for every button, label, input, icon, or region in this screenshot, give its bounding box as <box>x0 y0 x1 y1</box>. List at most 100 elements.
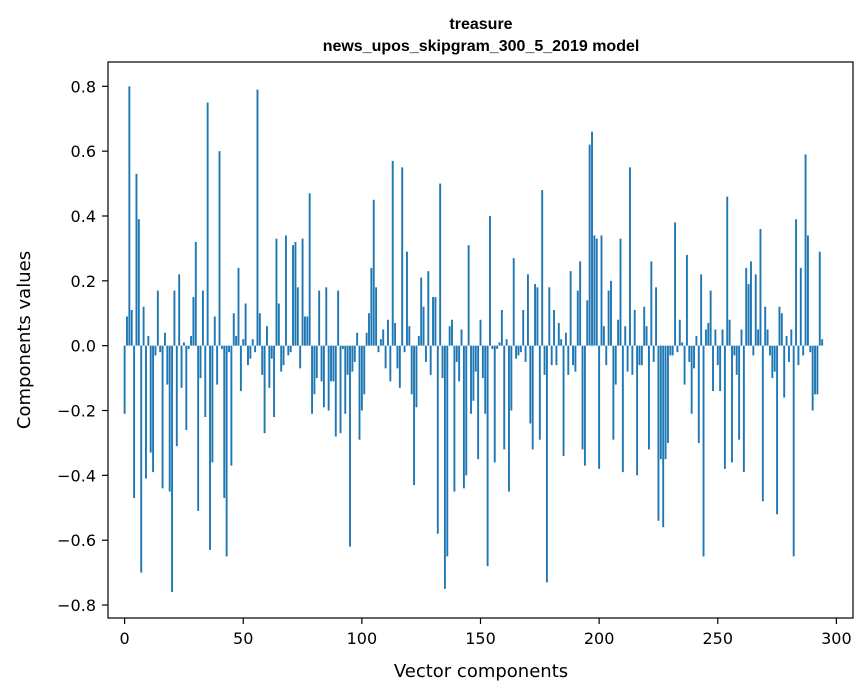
y-tick-label: 0.2 <box>71 272 96 291</box>
bar-146 <box>470 345 472 414</box>
bar-5 <box>135 173 138 346</box>
bar-28 <box>190 335 192 346</box>
bar-284 <box>797 345 800 366</box>
bar-68 <box>285 235 287 346</box>
bar-11 <box>149 345 152 453</box>
bar-154 <box>489 215 491 346</box>
bar-52 <box>247 345 249 366</box>
bar-259 <box>738 345 741 440</box>
y-tick-label: 0.8 <box>71 77 96 96</box>
bar-197 <box>591 131 593 346</box>
bar-60 <box>266 326 268 346</box>
bar-262 <box>745 267 748 346</box>
bar-38 <box>213 316 216 346</box>
bar-110 <box>384 345 387 369</box>
bar-219 <box>643 306 646 346</box>
bar-237 <box>685 254 688 346</box>
y-tick-label: 0.4 <box>71 207 96 226</box>
bar-272 <box>769 345 771 356</box>
chart-title: treasure <box>449 16 512 33</box>
bar-283 <box>795 219 798 346</box>
bar-89 <box>334 345 337 437</box>
bar-246 <box>707 322 710 346</box>
bar-209 <box>619 238 622 346</box>
bar-65 <box>277 303 280 346</box>
bar-200 <box>598 345 601 469</box>
bar-45 <box>230 345 233 466</box>
bar-248 <box>712 345 714 392</box>
bar-103 <box>368 313 370 346</box>
bar-162 <box>508 345 510 492</box>
bar-193 <box>581 345 584 450</box>
bar-123 <box>415 345 418 408</box>
bar-41 <box>220 345 223 349</box>
bar-180 <box>550 345 553 366</box>
bar-32 <box>199 345 202 379</box>
bar-22 <box>175 345 178 447</box>
bar-255 <box>728 319 731 346</box>
bar-171 <box>529 345 532 424</box>
bar-29 <box>192 297 195 346</box>
x-tick-label: 50 <box>233 629 253 648</box>
bar-71 <box>292 245 295 346</box>
bar-267 <box>757 329 760 346</box>
bar-163 <box>510 345 513 411</box>
bar-106 <box>375 287 378 346</box>
bar-33 <box>201 290 204 346</box>
bar-256 <box>731 345 733 463</box>
bar-112 <box>389 345 392 382</box>
bar-134 <box>441 345 444 379</box>
bar-270 <box>764 306 767 346</box>
bar-155 <box>491 345 494 349</box>
bar-207 <box>614 345 617 385</box>
bar-288 <box>806 235 809 346</box>
bar-271 <box>766 329 769 346</box>
bar-7 <box>140 345 143 573</box>
bar-275 <box>776 345 779 515</box>
bar-59 <box>263 345 266 434</box>
bar-234 <box>678 319 681 346</box>
y-tick-label: −0.2 <box>57 402 96 421</box>
bar-287 <box>804 154 807 346</box>
bar-26 <box>185 345 188 430</box>
bar-122 <box>413 345 416 486</box>
bar-166 <box>517 345 520 356</box>
bar-156 <box>493 345 496 463</box>
bar-169 <box>524 345 527 362</box>
bar-54 <box>251 339 254 346</box>
bar-25 <box>182 342 185 346</box>
bar-221 <box>648 345 650 450</box>
bar-50 <box>242 339 245 346</box>
bars <box>123 86 824 593</box>
bar-6 <box>137 219 140 346</box>
bar-260 <box>740 329 743 346</box>
bar-72 <box>294 241 297 346</box>
bar-114 <box>394 322 397 346</box>
bar-15 <box>159 345 162 353</box>
bar-105 <box>372 199 375 346</box>
bar-168 <box>522 310 525 346</box>
x-axis-label: Vector components <box>394 661 568 682</box>
bar-115 <box>396 345 399 369</box>
bar-201 <box>600 235 603 346</box>
bar-206 <box>612 345 615 440</box>
bar-157 <box>496 345 499 349</box>
bar-268 <box>759 228 762 346</box>
bar-232 <box>674 222 677 346</box>
bar-213 <box>629 167 631 346</box>
bar-77 <box>306 316 309 346</box>
bar-13 <box>154 345 157 356</box>
bar-76 <box>303 316 306 346</box>
bar-245 <box>704 329 707 346</box>
bar-17 <box>163 332 166 346</box>
bar-164 <box>512 258 515 346</box>
bar-151 <box>481 345 484 379</box>
bar-70 <box>289 345 292 353</box>
bar-139 <box>453 345 456 492</box>
bar-34 <box>204 345 207 417</box>
bar-251 <box>719 345 722 392</box>
bar-109 <box>382 329 385 346</box>
bar-87 <box>330 345 332 382</box>
bar-225 <box>657 345 660 521</box>
bar-86 <box>327 345 330 411</box>
